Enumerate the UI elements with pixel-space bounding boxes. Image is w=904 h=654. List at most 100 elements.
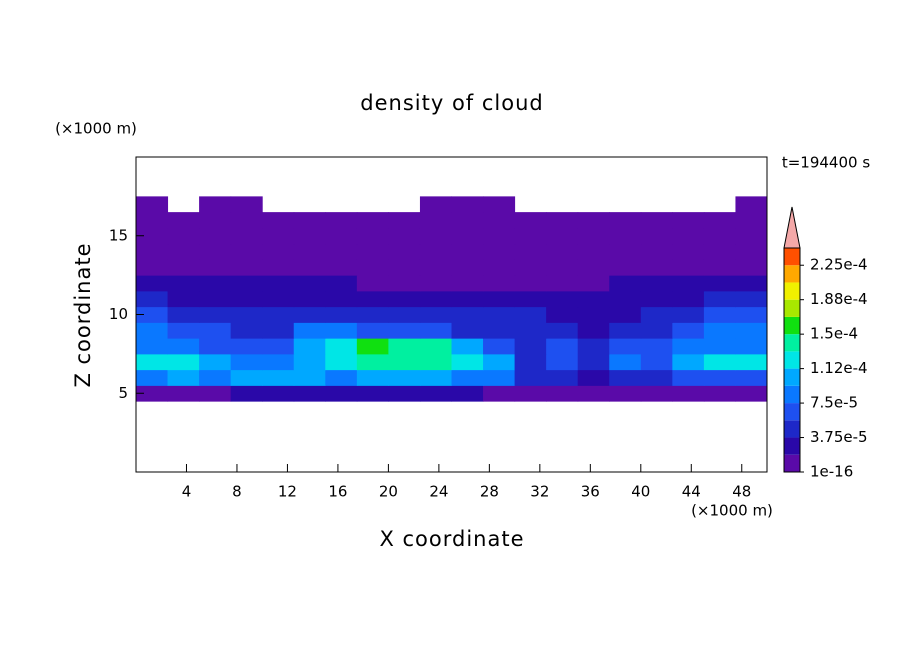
contour-cell bbox=[735, 259, 768, 276]
contour-cell bbox=[356, 338, 389, 355]
colorbar-tick-label: 1e-16 bbox=[810, 463, 853, 481]
contour-cell bbox=[136, 353, 169, 371]
contour-cell bbox=[230, 259, 263, 276]
contour-cell bbox=[640, 353, 673, 371]
contour-cell bbox=[136, 290, 169, 308]
contour-cell bbox=[514, 306, 547, 323]
contour-cell bbox=[356, 275, 389, 292]
contour-cell bbox=[640, 259, 673, 276]
contour-cell bbox=[388, 385, 421, 402]
contour-cell bbox=[262, 306, 295, 323]
contour-cell bbox=[293, 259, 326, 276]
contour-cell bbox=[293, 322, 326, 339]
contour-cell bbox=[672, 275, 705, 292]
y-unit: (×1000 m) bbox=[55, 120, 137, 138]
contour-cell bbox=[672, 243, 705, 260]
contour-cell bbox=[419, 338, 452, 355]
contour-cell bbox=[735, 322, 768, 339]
contour-cell bbox=[546, 212, 579, 229]
contour-cell bbox=[199, 306, 232, 323]
contour-cell bbox=[451, 322, 484, 339]
contour-cell bbox=[419, 322, 452, 339]
contour-cell bbox=[293, 275, 326, 292]
contour-cell bbox=[483, 290, 516, 308]
contour-cell bbox=[419, 275, 452, 292]
colorbar-band bbox=[784, 299, 800, 317]
contour-cell bbox=[388, 227, 421, 245]
contour-cell bbox=[230, 290, 263, 308]
contour-cell bbox=[577, 290, 610, 308]
contour-cell bbox=[609, 212, 642, 229]
contour-cell bbox=[230, 227, 263, 245]
contour-cell bbox=[577, 227, 610, 245]
contour-cell bbox=[483, 338, 516, 355]
contour-cell bbox=[735, 353, 768, 371]
contour-cell bbox=[609, 227, 642, 245]
contour-cell bbox=[735, 275, 768, 292]
contour-cell bbox=[262, 322, 295, 339]
contour-cell bbox=[167, 338, 200, 355]
contour-cell bbox=[703, 306, 736, 323]
colorbar-extension bbox=[783, 206, 801, 249]
contour-cell bbox=[388, 259, 421, 276]
contour-cell bbox=[356, 290, 389, 308]
contour-cell bbox=[703, 338, 736, 355]
contour-cell bbox=[735, 306, 768, 323]
contour-cell bbox=[325, 353, 358, 371]
contour-cell bbox=[356, 306, 389, 323]
contour-cell bbox=[262, 212, 295, 229]
colorbar-tick-label: 3.75e-5 bbox=[810, 428, 868, 446]
contour-cell bbox=[703, 212, 736, 229]
contour-cell bbox=[483, 259, 516, 276]
contour-cell bbox=[325, 322, 358, 339]
contour-cell bbox=[230, 385, 263, 402]
colorbar-frame bbox=[783, 247, 801, 473]
contour-cell bbox=[451, 275, 484, 292]
contour-cell bbox=[388, 353, 421, 371]
x-tick-label: 24 bbox=[429, 483, 448, 501]
chart-title: density of cloud bbox=[360, 91, 543, 115]
x-tick-label: 12 bbox=[278, 483, 297, 501]
contour-cell bbox=[167, 275, 200, 292]
contour-cell bbox=[735, 338, 768, 355]
contour-cell bbox=[546, 338, 579, 355]
contour-cell bbox=[199, 196, 232, 213]
contour-cell bbox=[703, 353, 736, 371]
contour-cell bbox=[703, 227, 736, 245]
contour-cell bbox=[167, 227, 200, 245]
contour-cell bbox=[419, 259, 452, 276]
contour-cell bbox=[356, 243, 389, 260]
contour-cell bbox=[672, 290, 705, 308]
contour-cell bbox=[199, 227, 232, 245]
contour-cell bbox=[703, 369, 736, 386]
contour-cell bbox=[483, 353, 516, 371]
x-tick-label: 4 bbox=[182, 483, 192, 501]
x-tick-label: 44 bbox=[682, 483, 701, 501]
contour-cell bbox=[514, 322, 547, 339]
contour-cell bbox=[230, 369, 263, 386]
contour-cell bbox=[514, 353, 547, 371]
contour-cell bbox=[451, 385, 484, 402]
contour-cell bbox=[293, 212, 326, 229]
contour-cell bbox=[577, 259, 610, 276]
colorbar-tick-label: 1.88e-4 bbox=[810, 290, 868, 308]
contour-cell bbox=[672, 259, 705, 276]
contour-cell bbox=[703, 275, 736, 292]
contour-cell bbox=[546, 290, 579, 308]
contour-cell bbox=[325, 385, 358, 402]
contour-cell bbox=[419, 306, 452, 323]
contour-cell bbox=[577, 385, 610, 402]
x-unit: (×1000 m) bbox=[691, 502, 773, 520]
contour-cell bbox=[640, 338, 673, 355]
contour-cell bbox=[672, 322, 705, 339]
contour-cell bbox=[514, 275, 547, 292]
contour-cell bbox=[640, 369, 673, 386]
contour-cell bbox=[262, 290, 295, 308]
contour-cell bbox=[136, 306, 169, 323]
contour-cell bbox=[483, 227, 516, 245]
colorbar-band bbox=[784, 403, 800, 421]
contour-cell bbox=[136, 212, 169, 229]
colorbar-tick-label: 1.12e-4 bbox=[810, 359, 868, 377]
contour-cell bbox=[640, 290, 673, 308]
